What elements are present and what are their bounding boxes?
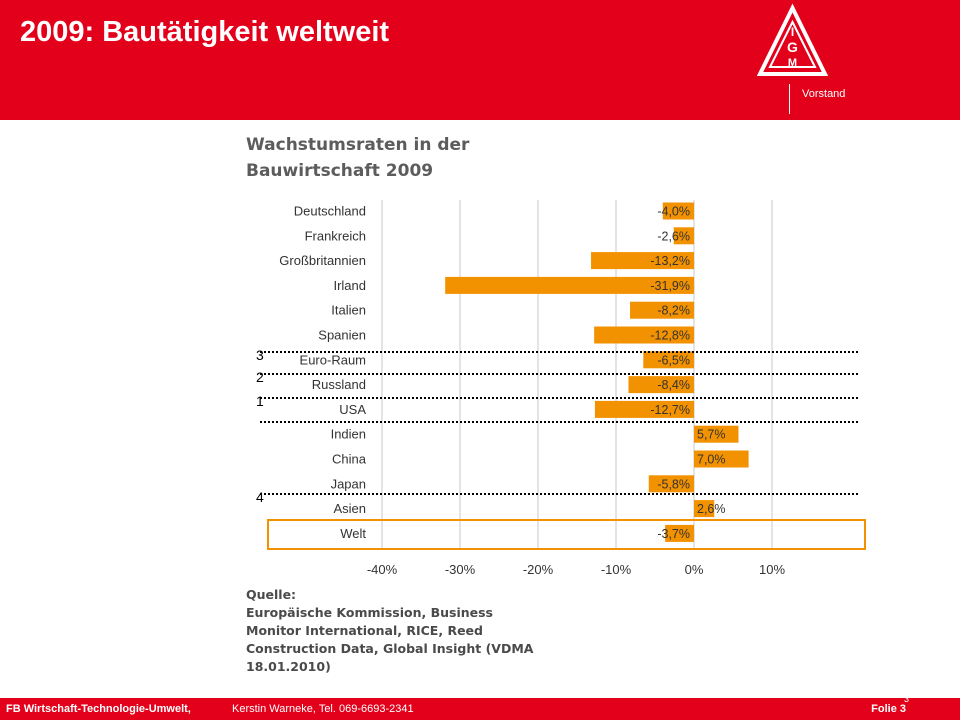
footer-department: FB Wirtschaft-Technologie-Umwelt, <box>6 703 191 715</box>
chart-title-line-1: Wachstumsraten in der <box>246 135 470 155</box>
source-line: Europäische Kommission, Business <box>246 605 493 620</box>
data-label: -31,9% <box>650 279 690 293</box>
category-label: Irland <box>333 278 366 293</box>
category-label: Spanien <box>318 328 366 343</box>
source-line: Monitor International, RICE, Reed <box>246 623 483 638</box>
data-label: -4,0% <box>657 205 690 219</box>
data-label: -13,2% <box>650 254 690 268</box>
bar <box>673 227 694 245</box>
chart-image: Wachstumsraten in der Bauwirtschaft 2009… <box>236 120 866 698</box>
chart-title: Wachstumsraten in der Bauwirtschaft 2009 <box>246 132 469 184</box>
data-label: -5,8% <box>657 477 690 491</box>
annotation-number: 4 <box>256 489 264 505</box>
category-label: Deutschland <box>294 204 366 219</box>
highlight-box <box>267 519 866 550</box>
data-label: -12,7% <box>650 403 690 417</box>
data-label: 2,6% <box>697 502 726 516</box>
svg-text:G: G <box>787 39 798 55</box>
bar <box>665 524 694 542</box>
x-tick-label: -30% <box>445 562 476 577</box>
bar <box>662 202 694 220</box>
category-label: Italien <box>331 303 366 318</box>
chart-source: Quelle: Europäische Kommission, Business… <box>246 586 533 676</box>
footer-band: FB Wirtschaft-Technologie-Umwelt, Kersti… <box>0 694 960 720</box>
x-tick-label: -20% <box>523 562 554 577</box>
category-label: Indien <box>331 427 366 442</box>
annotation-number: 3 <box>256 347 264 363</box>
x-tick-label: 0% <box>685 562 704 577</box>
svg-text:M: M <box>788 57 797 69</box>
data-label: -3,7% <box>657 527 690 541</box>
category-label: Russland <box>312 377 366 392</box>
annotation-number: 1 <box>256 393 264 409</box>
org-label: Vorstand <box>802 88 846 100</box>
footer-page-number: 3 <box>904 694 910 704</box>
header-divider <box>789 84 790 114</box>
footer-author: Kerstin Warneke, Tel. 069-6693-2341 <box>232 703 414 715</box>
bar <box>643 351 694 369</box>
svg-text:I: I <box>791 25 794 39</box>
bar <box>445 276 694 294</box>
bar <box>594 400 694 418</box>
x-tick-label: -10% <box>601 562 632 577</box>
data-label: -8,2% <box>657 304 690 318</box>
data-label: -2,6% <box>657 229 690 243</box>
bar <box>648 475 694 493</box>
annotation-number: 2 <box>256 369 264 385</box>
bar <box>630 301 694 319</box>
bar <box>591 252 694 270</box>
source-line: 18.01.2010) <box>246 659 331 674</box>
data-label: 7,0% <box>697 453 726 467</box>
bar <box>694 500 715 518</box>
bar <box>628 376 694 394</box>
header-band: 2009: Bautätigkeit weltweit I G M Vorsta… <box>0 0 960 120</box>
data-label: -8,4% <box>657 378 690 392</box>
category-label: Asien <box>333 501 366 516</box>
category-label: Euro-Raum <box>300 352 366 367</box>
category-label: Frankreich <box>305 228 366 243</box>
category-label: Japan <box>331 476 366 491</box>
bar <box>694 450 749 468</box>
x-tick-label: -40% <box>367 562 398 577</box>
igm-logo-icon: I G M <box>756 3 829 76</box>
category-label: Welt <box>340 526 366 541</box>
slide-title: 2009: Bautätigkeit weltweit <box>20 16 390 48</box>
chart-title-line-2: Bauwirtschaft 2009 <box>246 161 434 181</box>
bar <box>694 425 739 443</box>
category-label: USA <box>339 402 366 417</box>
footer-slide-label: Folie 3 <box>871 703 906 715</box>
source-line: Quelle: <box>246 587 297 602</box>
bar <box>594 326 694 344</box>
category-label: Großbritannien <box>279 253 366 268</box>
source-line: Construction Data, Global Insight (VDMA <box>246 641 534 656</box>
category-label: China <box>332 452 367 467</box>
data-label: -12,8% <box>650 329 690 343</box>
x-tick-label: 10% <box>759 562 785 577</box>
data-label: -6,5% <box>657 353 690 367</box>
data-label: 5,7% <box>697 428 726 442</box>
